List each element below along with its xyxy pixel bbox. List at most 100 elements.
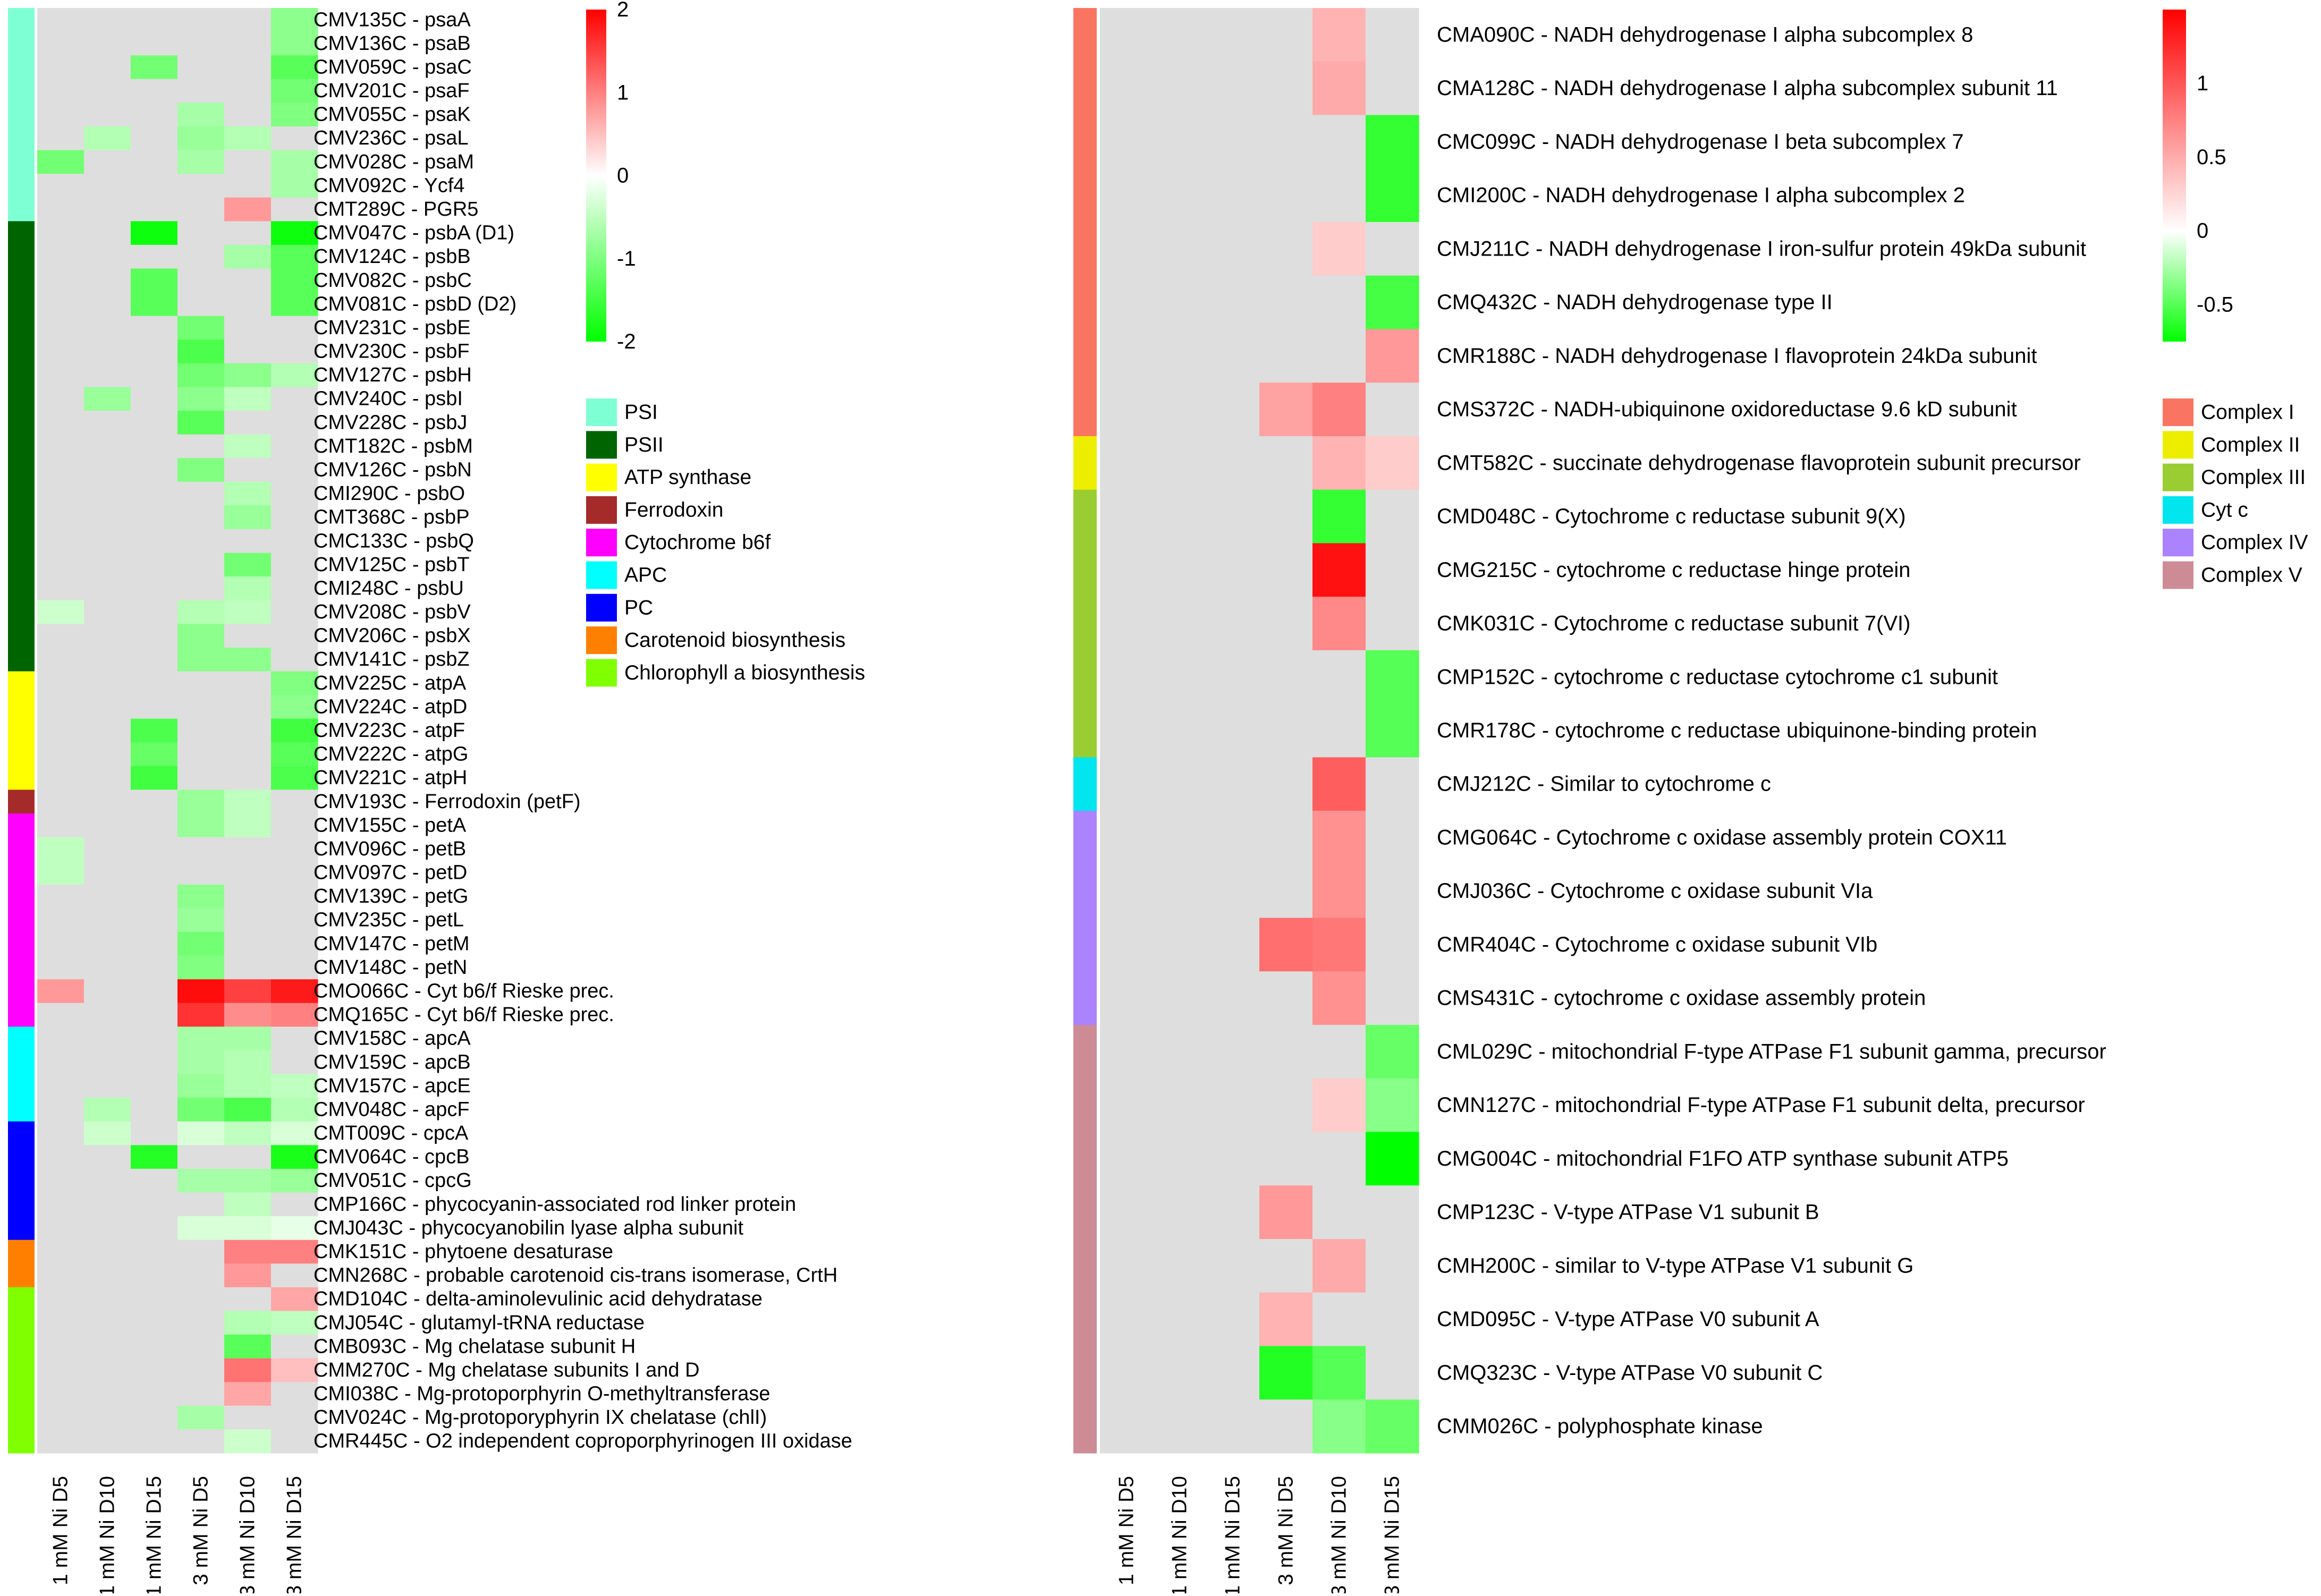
heatmap-cell: [131, 221, 178, 245]
heatmap-cell: [37, 624, 84, 648]
heatmap-cell: [1366, 1239, 1419, 1293]
heatmap-cell: [271, 197, 318, 222]
heatmap-cell: [131, 292, 178, 317]
group-bar-cyt-c: [1073, 757, 1097, 811]
heatmap-cell: [1100, 597, 1154, 651]
heatmap-cell: [1206, 168, 1260, 223]
heatmap-cell: [131, 1429, 178, 1454]
legend-label: Complex III: [2201, 466, 2306, 489]
row-label: CMK151C - phytoene desaturase: [314, 1241, 613, 1263]
heatmap-cell: [1206, 811, 1260, 865]
heatmap-cell: [1100, 1132, 1154, 1186]
row-label: CMV124C - psbB: [314, 245, 471, 268]
row-label: CMV222C - atpG: [314, 743, 468, 766]
row-label: CMN268C - probable carotenoid cis-trans …: [314, 1264, 837, 1287]
heatmap-cell: [224, 1335, 272, 1359]
heatmap-cell: [271, 1145, 318, 1169]
heatmap-cell: [84, 79, 131, 103]
heatmap-cell: [177, 553, 225, 577]
heatmap-cell: [1312, 1185, 1366, 1240]
heatmap-cell: [224, 789, 272, 814]
heatmap-cell: [131, 553, 178, 577]
row-label: CMQ323C - V-type ATPase V0 subunit C: [1437, 1361, 1823, 1385]
legend-label: APC: [624, 564, 667, 587]
legend-swatch: [2163, 463, 2193, 491]
heatmap-cell: [271, 1050, 318, 1075]
heatmap-cell: [37, 789, 84, 814]
group-bar-carotenoid-biosynthesis: [8, 1240, 35, 1264]
heatmap-cell: [224, 576, 272, 601]
row-label: CMV155C - petA: [314, 814, 467, 836]
heatmap-cell: [271, 1192, 318, 1217]
heatmap-cell: [271, 647, 318, 672]
heatmap-cell: [84, 837, 131, 861]
heatmap-cell: [271, 1382, 318, 1406]
group-bar-pc: [8, 1216, 35, 1241]
right-heatmap-panel: CMA090C - NADH dehydrogenase I alpha sub…: [1073, 8, 2308, 1596]
heatmap-cell: [131, 1405, 178, 1430]
color-key-tick: 2: [617, 0, 629, 21]
heatmap-cell: [224, 1382, 272, 1406]
row-label: CMV125C - psbT: [314, 554, 470, 576]
heatmap-cell: [1366, 222, 1419, 276]
heatmap-cell: [37, 434, 84, 459]
heatmap-cell: [84, 1098, 131, 1122]
heatmap-cell: [37, 1358, 84, 1382]
legend-label: Ferrodoxin: [624, 498, 723, 521]
heatmap-cell: [271, 576, 318, 601]
heatmap-cell: [271, 8, 318, 32]
column-label: 3 mM Ni D15: [283, 1476, 306, 1593]
legend-swatch: [2163, 398, 2193, 426]
row-label: CMC133C - psbQ: [314, 530, 474, 552]
heatmap-cell: [1366, 811, 1419, 865]
heatmap-cell: [37, 600, 84, 624]
heatmap-cell: [1100, 864, 1154, 919]
color-key-gradient: [2163, 10, 2186, 342]
heatmap-cell: [1366, 918, 1419, 972]
heatmap-cell: [1366, 703, 1419, 758]
row-label: CMV221C - atpH: [314, 767, 467, 789]
group-bar-cytochrome-b6f: [8, 932, 35, 956]
row-label: CMI200C - NADH dehydrogenase I alpha sub…: [1437, 184, 1965, 207]
column-label: 1 mM Ni D15: [1222, 1476, 1244, 1593]
heatmap-cell: [131, 1335, 178, 1359]
heatmap-cell: [131, 695, 178, 719]
heatmap-cell: [1153, 1399, 1207, 1454]
heatmap-cell: [131, 55, 178, 80]
group-bar-chlorophyll-a-biosynthesis: [8, 1382, 35, 1406]
heatmap-cell: [37, 813, 84, 838]
heatmap-cell: [224, 292, 272, 317]
heatmap-cell: [131, 1263, 178, 1288]
heatmap-cell: [84, 244, 131, 269]
row-label: CMR445C - O2 independent coproporphyrino…: [314, 1430, 852, 1453]
heatmap-cell: [1366, 489, 1419, 544]
heatmap-cell: [1312, 703, 1366, 758]
heatmap-cell: [177, 1026, 225, 1051]
heatmap-cell: [1100, 61, 1154, 116]
heatmap-cell: [224, 79, 272, 103]
heatmap-cell: [224, 529, 272, 554]
heatmap-cell: [271, 695, 318, 719]
group-bar-complex-v: [1073, 1132, 1097, 1186]
heatmap-cell: [84, 481, 131, 506]
heatmap-cell: [1366, 1025, 1419, 1079]
heatmap-cell: [131, 1074, 178, 1098]
heatmap-cell: [37, 150, 84, 174]
heatmap-cell: [271, 411, 318, 435]
heatmap-cell: [1153, 757, 1207, 811]
heatmap-cell: [224, 1240, 272, 1264]
heatmap-cell: [84, 197, 131, 222]
color-key-tick: -0.5: [2197, 293, 2233, 317]
heatmap-cell: [1259, 222, 1313, 276]
group-bar-cytochrome-b6f: [8, 861, 35, 885]
heatmap-cell: [84, 695, 131, 719]
heatmap-cell: [224, 1168, 272, 1193]
heatmap-cell: [271, 434, 318, 459]
row-label: CMV193C - Ferrodoxin (petF): [314, 791, 581, 813]
heatmap-cell: [84, 221, 131, 245]
group-bar-complex-i: [1073, 275, 1097, 330]
group-bar-psii: [8, 600, 35, 624]
heatmap-cell: [131, 718, 178, 743]
group-bar-psi: [8, 150, 35, 174]
heatmap-cell: [1100, 489, 1154, 544]
